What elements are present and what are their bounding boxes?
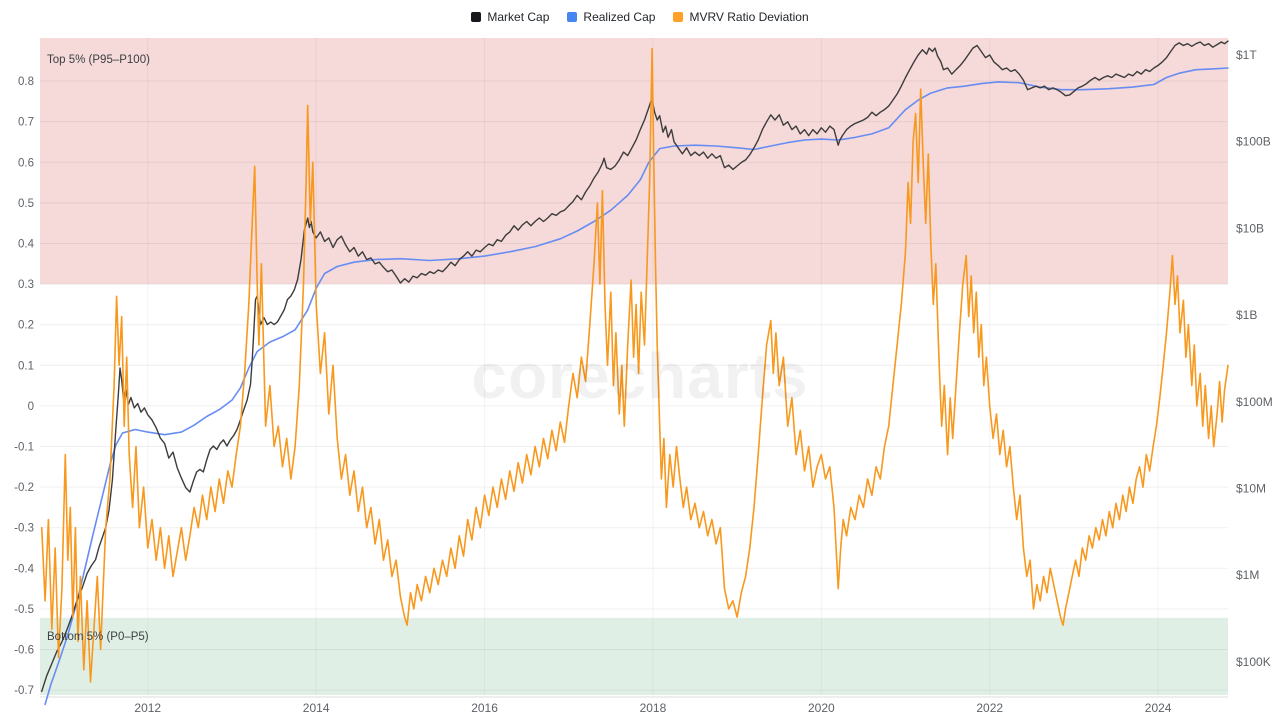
left-axis-tick-label: 0.3 [18, 279, 34, 291]
right-axis-tick-label: $1B [1236, 308, 1257, 322]
market-cap-swatch-icon [471, 12, 482, 22]
legend-label: Market Cap [487, 10, 550, 24]
legend-label: MVRV Ratio Deviation [689, 10, 809, 24]
x-axis-tick-label: 2022 [976, 701, 1003, 715]
legend-label: Realized Cap [583, 10, 656, 24]
left-axis-tick-label: 0.7 [18, 117, 34, 129]
left-axis-tick-label: -0.7 [14, 685, 34, 697]
left-axis-tick-label: 0.1 [18, 360, 34, 372]
right-axis-tick-label: $100B [1236, 135, 1271, 149]
left-axis-tick-label: 0.5 [18, 198, 34, 210]
left-axis-tick-label: -0.3 [14, 523, 34, 535]
x-axis-tick-label: 2014 [303, 701, 330, 715]
left-axis-tick-label: 0 [28, 401, 34, 413]
left-axis-tick-label: 0.4 [18, 238, 35, 250]
market-cap-line [41, 40, 1229, 693]
x-axis-tick-label: 2020 [808, 701, 835, 715]
left-axis-tick-label: 0.8 [18, 76, 34, 88]
left-axis-tick-label: -0.6 [14, 645, 34, 657]
x-axis-tick-label: 2012 [134, 701, 161, 715]
left-axis-tick-label: -0.2 [14, 482, 34, 494]
legend-item-market-cap[interactable]: Market Cap [471, 10, 549, 24]
left-axis-tick-label: -0.1 [14, 441, 34, 453]
x-axis-tick-label: 2016 [471, 701, 498, 715]
chart-legend: Market Cap Realized Cap MVRV Ratio Devia… [0, 10, 1280, 24]
left-axis-tick-label: 0.6 [18, 157, 34, 169]
left-axis-tick-label: 0.2 [18, 320, 34, 332]
left-axis-tick-label: -0.4 [14, 563, 34, 575]
right-axis-tick-label: $100M [1236, 395, 1273, 409]
right-axis-tick-label: $10M [1236, 481, 1266, 495]
left-axis-tick-label: -0.5 [14, 604, 34, 616]
realized-cap-swatch-icon [567, 12, 578, 22]
right-axis-tick-label: $1M [1236, 568, 1259, 582]
top-percentile-zone [40, 38, 1228, 285]
right-axis-tick-label: $100K [1236, 655, 1271, 669]
right-axis-tick-label: $10B [1236, 221, 1264, 235]
mvrv-ratio-deviation-line [40, 47, 1229, 683]
x-axis-tick-label: 2018 [640, 701, 667, 715]
mvrv-swatch-icon [673, 12, 684, 22]
legend-item-realized-cap[interactable]: Realized Cap [567, 10, 655, 24]
legend-item-mvrv-ratio-deviation[interactable]: MVRV Ratio Deviation [673, 10, 809, 24]
right-axis-tick-label: $1T [1236, 48, 1257, 62]
x-axis-tick-label: 2024 [1145, 701, 1172, 715]
bottom-percentile-zone [40, 617, 1228, 695]
